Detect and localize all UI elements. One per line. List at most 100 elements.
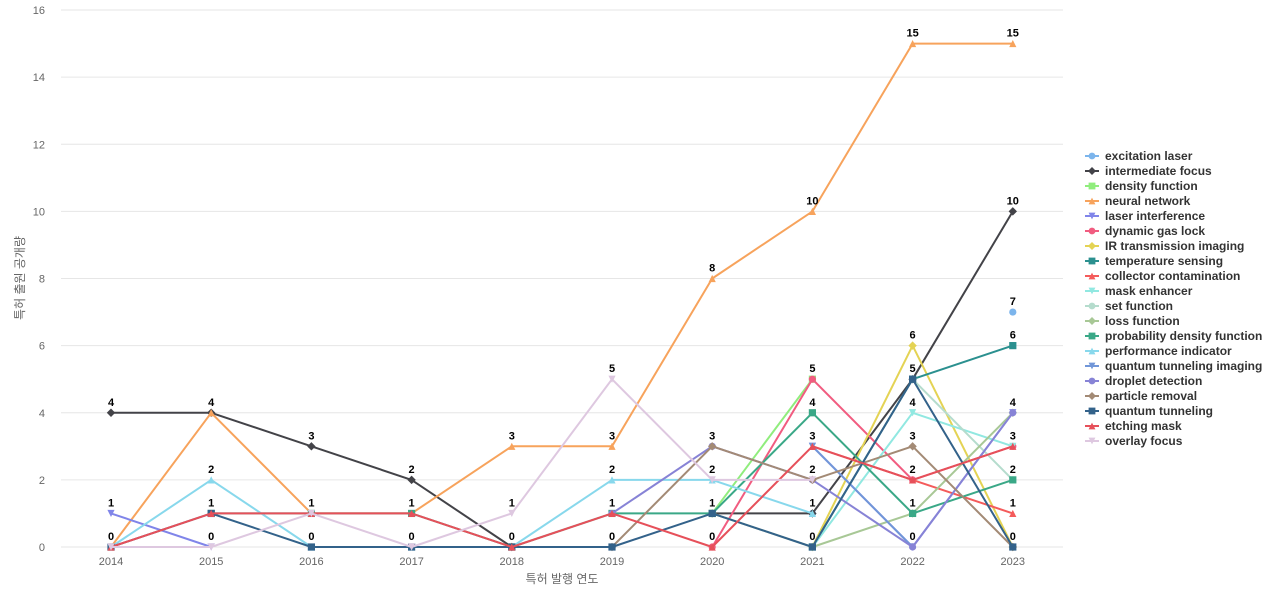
legend-marker [1088, 197, 1096, 205]
data-label: 1 [208, 497, 214, 509]
data-label: 15 [906, 28, 918, 40]
data-point [1009, 509, 1017, 518]
data-point [608, 375, 616, 383]
data-point [508, 442, 516, 450]
data-point [307, 543, 315, 551]
legend-item[interactable]: probability density function [1085, 329, 1262, 343]
data-point [808, 442, 816, 450]
legend-item[interactable]: intermediate focus [1085, 164, 1212, 178]
legend-item[interactable]: collector contamination [1085, 269, 1240, 283]
data-point [708, 476, 716, 484]
data-point [1008, 207, 1017, 216]
data-label: 2 [609, 464, 615, 476]
data-point [808, 207, 816, 215]
data-point [107, 509, 115, 518]
legend-item[interactable]: temperature sensing [1085, 254, 1223, 268]
legend-item[interactable]: density function [1085, 179, 1198, 193]
data-point [909, 375, 917, 383]
legend-marker [1088, 152, 1096, 160]
data-labels: 4104210310210310532108321010543210156543… [108, 28, 1019, 543]
legend-label: dynamic gas lock [1105, 224, 1205, 238]
data-point [508, 509, 516, 518]
legend-item[interactable]: mask enhancer [1085, 284, 1193, 298]
data-point [608, 442, 616, 450]
legend-label: particle removal [1105, 389, 1197, 403]
legend-label: overlay focus [1105, 434, 1183, 448]
data-label: 10 [1007, 195, 1019, 207]
data-label: 3 [910, 430, 916, 442]
data-point [1009, 543, 1017, 551]
data-point [407, 475, 416, 485]
data-point [808, 476, 816, 484]
legend-item[interactable]: quantum tunneling imaging [1085, 359, 1262, 373]
legend-item[interactable]: set function [1085, 299, 1173, 313]
y-tick-label: 0 [39, 542, 45, 554]
data-label: 2 [409, 464, 415, 476]
gridlines [61, 9, 1063, 548]
data-point [1009, 342, 1017, 350]
data-point [708, 274, 716, 283]
data-label: 0 [1010, 531, 1016, 543]
data-label: 1 [709, 497, 715, 509]
data-label: 0 [308, 531, 314, 543]
data-label: 3 [308, 430, 314, 442]
legend-marker [1088, 242, 1096, 250]
legend-label: mask enhancer [1105, 284, 1193, 298]
legend-label: density function [1105, 179, 1198, 193]
data-label: 7 [1010, 296, 1016, 308]
legend-label: probability density function [1105, 329, 1262, 343]
data-label: 2 [910, 464, 916, 476]
legend-marker [1088, 287, 1096, 295]
legend-label: IR transmission imaging [1105, 239, 1244, 253]
data-point [1009, 409, 1017, 417]
y-axis-title: 특허 출원 공개량 [13, 236, 27, 320]
legend-item[interactable]: performance indicator [1085, 344, 1232, 358]
legend-item[interactable]: quantum tunneling [1085, 404, 1213, 418]
data-label: 0 [910, 531, 916, 543]
data-point [608, 509, 616, 518]
data-point [408, 509, 416, 518]
legend-item[interactable]: dynamic gas lock [1085, 224, 1205, 238]
data-point [908, 442, 917, 451]
data-label: 3 [709, 430, 715, 442]
y-tick-label: 6 [39, 341, 45, 353]
legend-item[interactable]: loss function [1085, 314, 1180, 328]
x-tick-label: 2016 [299, 556, 323, 568]
data-point [207, 409, 215, 417]
data-point [1009, 442, 1017, 450]
data-label: 3 [509, 430, 515, 442]
data-label: 1 [1010, 497, 1016, 509]
data-label: 2 [1010, 464, 1016, 476]
y-tick-label: 12 [33, 139, 45, 151]
data-label: 0 [609, 531, 615, 543]
data-label: 2 [809, 464, 815, 476]
series-line [110, 42, 1014, 548]
y-tick-label: 2 [39, 475, 45, 487]
legend-item[interactable]: particle removal [1085, 389, 1197, 403]
data-label: 0 [709, 531, 715, 543]
legend-item[interactable]: laser interference [1085, 209, 1205, 223]
data-label: 0 [509, 531, 515, 543]
x-tick-label: 2014 [99, 556, 123, 568]
legend-item[interactable]: neural network [1085, 194, 1191, 208]
legend-marker [1088, 167, 1096, 175]
series-19 [107, 375, 816, 551]
y-tick-label: 10 [33, 206, 45, 218]
data-label: 10 [806, 195, 818, 207]
legend-item[interactable]: etching mask [1085, 419, 1182, 433]
legend-label: intermediate focus [1105, 164, 1212, 178]
legend-item[interactable]: IR transmission imaging [1085, 239, 1244, 253]
legend-marker [1088, 437, 1096, 445]
y-tick-label: 14 [33, 72, 45, 84]
data-label: 1 [308, 497, 314, 509]
legend-label: performance indicator [1105, 344, 1232, 358]
legend-item[interactable]: overlay focus [1085, 434, 1183, 448]
data-point [1009, 476, 1017, 484]
legend-item[interactable]: droplet detection [1085, 374, 1202, 388]
data-point [508, 543, 516, 551]
legend-marker [1088, 392, 1096, 400]
legend-item[interactable]: excitation laser [1085, 149, 1193, 163]
data-label: 8 [709, 263, 715, 275]
